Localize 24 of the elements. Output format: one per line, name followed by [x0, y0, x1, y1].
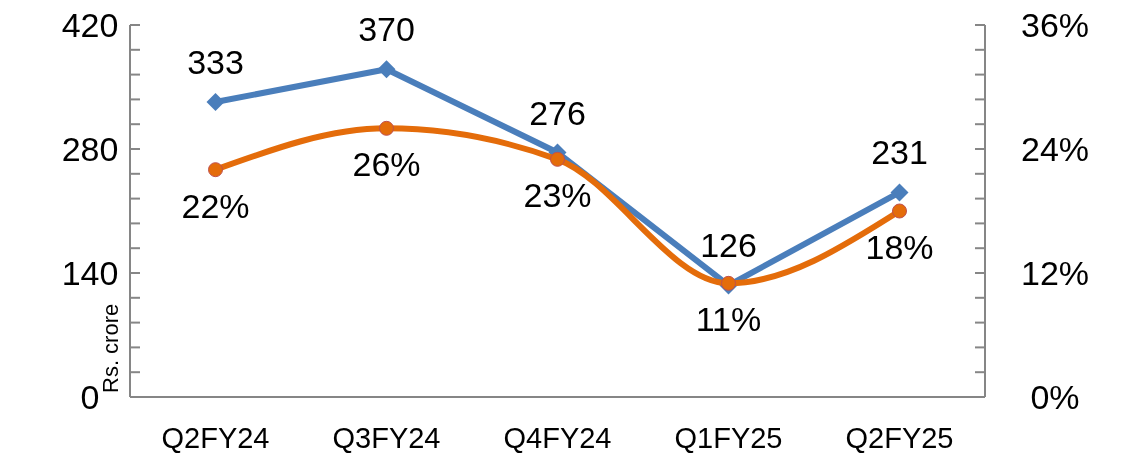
y-tick-label: 420 [61, 6, 119, 44]
data-label: 126 [700, 226, 757, 265]
y-tick-label: 140 [61, 254, 119, 292]
y2-tick-label: 12% [1020, 254, 1090, 292]
data-label: 18% [865, 228, 934, 266]
data-label: 276 [529, 93, 586, 132]
y-tick-label: 0 [80, 378, 100, 416]
x-tick-label: Q3FY24 [332, 422, 441, 454]
y-tick-label: 280 [61, 130, 119, 168]
y2-tick-label: 24% [1020, 130, 1090, 168]
y-axis-title: Rs. crore [98, 303, 123, 393]
data-label: 333 [187, 43, 244, 82]
data-label: 231 [871, 133, 928, 172]
data-label: 370 [358, 10, 415, 49]
x-tick-label: Q2FY25 [845, 422, 954, 454]
x-tick-label: Q2FY24 [161, 422, 270, 454]
data-label: 26% [352, 145, 421, 184]
x-tick-label: Q1FY25 [674, 422, 783, 454]
y2-tick-label: 36% [1020, 6, 1090, 44]
data-label: 11% [695, 300, 762, 339]
data-label: 23% [523, 176, 592, 215]
y2-tick-label: 0% [1030, 378, 1080, 416]
data-label: 22% [181, 186, 250, 225]
x-tick-label: Q4FY24 [503, 422, 612, 454]
